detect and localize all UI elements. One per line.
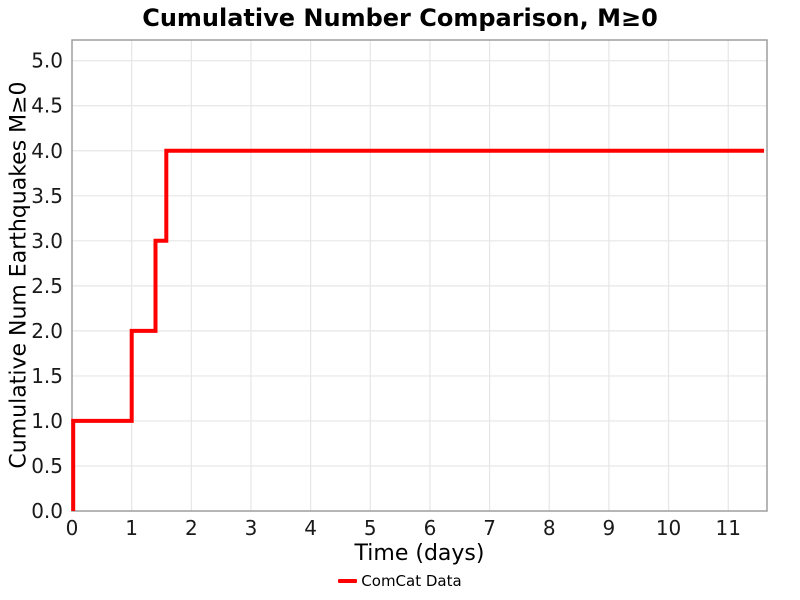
y-tick-label: 0.5 — [31, 454, 63, 478]
y-tick-label: 4.5 — [31, 94, 63, 118]
y-tick-label: 1.0 — [31, 409, 63, 433]
x-tick-label: 8 — [543, 516, 556, 540]
y-tick-label: 3.5 — [31, 184, 63, 208]
x-tick-label: 0 — [66, 516, 79, 540]
x-tick-label: 5 — [364, 516, 377, 540]
x-tick-label: 1 — [125, 516, 138, 540]
y-axis-label: Cumulative Num Earthquakes M≥0 — [6, 81, 32, 469]
y-tick-label: 1.5 — [31, 364, 63, 388]
x-tick-label: 6 — [424, 516, 437, 540]
legend: ComCat Data — [0, 572, 800, 590]
legend-label: ComCat Data — [361, 572, 462, 590]
y-tick-label: 0.0 — [31, 499, 63, 523]
x-tick-label: 4 — [304, 516, 317, 540]
x-tick-label: 9 — [603, 516, 616, 540]
plot-box-spines — [71, 39, 768, 512]
x-tick-label: 11 — [715, 516, 740, 540]
x-tick-label: 10 — [656, 516, 681, 540]
y-tick-label: 5.0 — [31, 49, 63, 73]
x-tick-label: 2 — [185, 516, 198, 540]
x-tick-label: 7 — [483, 516, 496, 540]
legend-line-swatch — [338, 579, 358, 583]
comcat-data-line — [71, 148, 764, 511]
x-axis-label: Time (days) — [354, 541, 485, 566]
y-tick-label: 2.0 — [31, 319, 63, 343]
y-tick-label: 2.5 — [31, 274, 63, 298]
y-tick-label: 4.0 — [31, 139, 63, 163]
x-tick-label: 3 — [245, 516, 258, 540]
y-tick-label: 3.0 — [31, 229, 63, 253]
chart-title: Cumulative Number Comparison, M≥0 — [142, 4, 658, 32]
